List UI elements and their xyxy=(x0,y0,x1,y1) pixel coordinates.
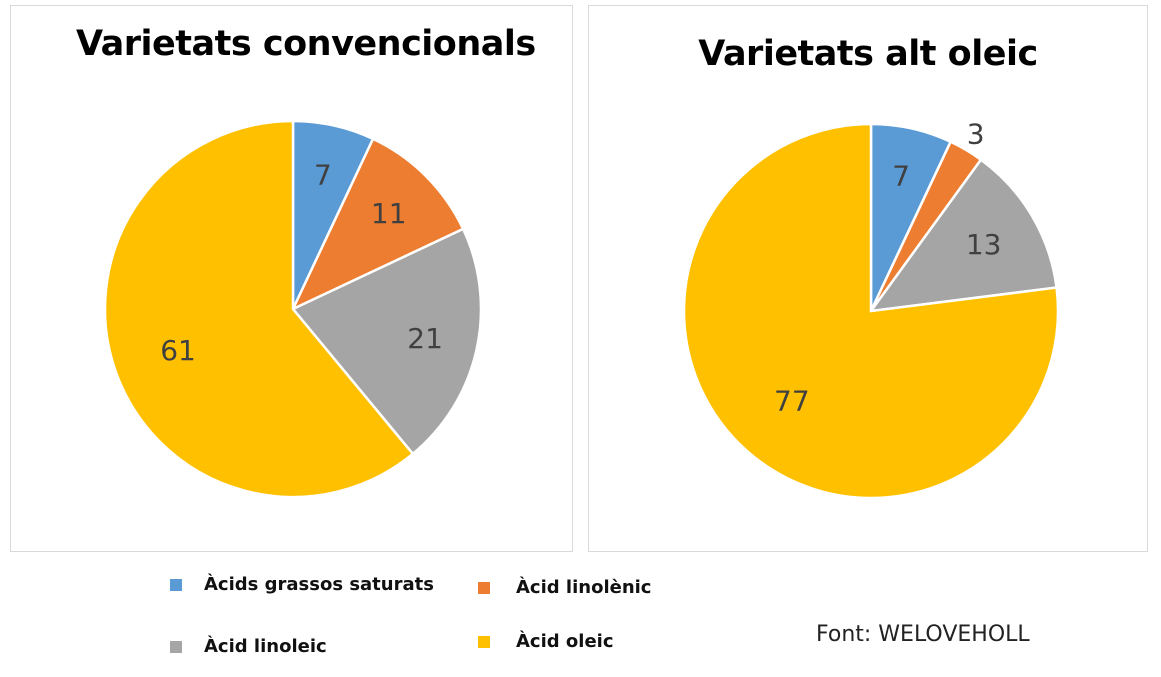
data-label: 3 xyxy=(967,117,985,150)
legend-label: Àcid linolènic xyxy=(516,577,652,598)
legend-swatch xyxy=(478,581,490,594)
legend-item-saturats: Àcids grassos saturats xyxy=(170,574,434,595)
legend-item-linoleic: Àcid linoleic xyxy=(170,636,327,657)
legend-swatch xyxy=(170,578,182,591)
pie-slice xyxy=(290,137,465,312)
chart-panel-high-oleic: Varietats alt oleic 7 3 13 77 xyxy=(588,5,1148,552)
chart-title: Varietats alt oleic xyxy=(698,34,1038,74)
source-note: Font: WELOVEHOLL xyxy=(816,622,1030,647)
legend-swatch xyxy=(170,640,182,653)
legend-label: Àcid linoleic xyxy=(204,636,327,657)
data-label: 7 xyxy=(314,159,332,192)
pie-slice xyxy=(682,122,1060,500)
pie-slice xyxy=(868,157,1058,313)
data-label: 21 xyxy=(407,322,443,355)
data-label: 61 xyxy=(160,334,196,367)
data-label: 77 xyxy=(774,384,810,417)
legend-label: Àcids grassos saturats xyxy=(204,574,434,595)
pie-chart-high-oleic: 7 3 13 77 xyxy=(682,117,1060,500)
legend-item-oleic: Àcid oleic xyxy=(478,631,614,652)
legend-item-linolenic: Àcid linolènic xyxy=(478,577,651,598)
data-label: 11 xyxy=(371,197,407,230)
pie-slice xyxy=(291,227,483,456)
pie-slice xyxy=(103,119,415,499)
data-label: 7 xyxy=(892,159,910,192)
chart-panel-conventional: Varietats convencionals 7 11 21 61 xyxy=(10,5,573,552)
chart-title: Varietats convencionals xyxy=(76,24,536,64)
pie-chart-conventional: 7 11 21 61 xyxy=(103,119,483,499)
legend-swatch xyxy=(478,635,490,648)
legend-label: Àcid oleic xyxy=(516,631,614,652)
data-label: 13 xyxy=(966,228,1002,261)
